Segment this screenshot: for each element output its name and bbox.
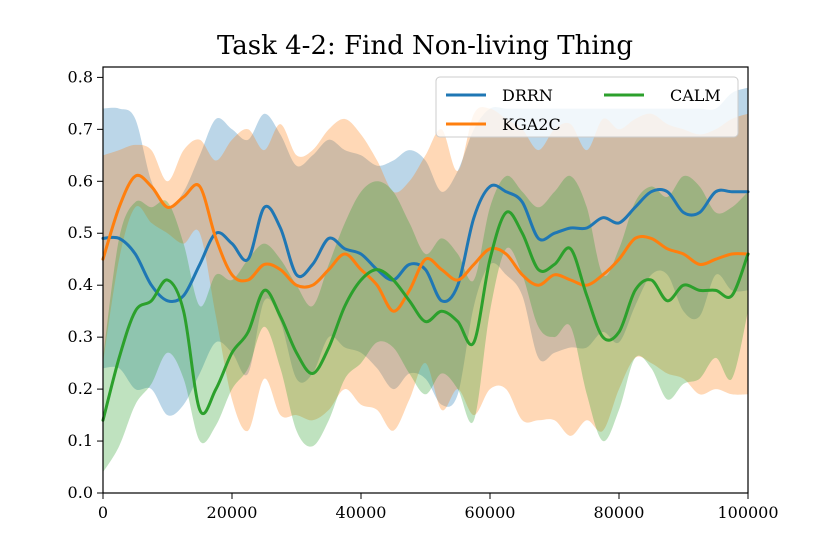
line-kga2c — [101, 173, 750, 313]
legend-label-kga2c: KGA2C — [502, 115, 561, 134]
chart-title: Task 4-2: Find Non-living Thing — [217, 31, 633, 61]
confidence-bands — [103, 87, 748, 473]
y-tick-label: 0.4 — [68, 275, 93, 294]
y-tick-label: 0.2 — [68, 379, 93, 398]
y-tick-label: 0.3 — [68, 327, 93, 346]
x-tick-label: 100000 — [717, 503, 778, 522]
x-tick-label: 80000 — [594, 503, 645, 522]
plot-frame — [102, 66, 749, 494]
x-tick-label: 60000 — [465, 503, 516, 522]
y-tick-label: 0.8 — [68, 67, 93, 86]
series-lines — [101, 173, 750, 422]
y-tick-label: 0.7 — [68, 119, 93, 138]
y-tick-label: 0.6 — [68, 171, 93, 190]
y-tick-label: 0.0 — [68, 483, 93, 502]
y-tick-label: 0.1 — [68, 431, 93, 450]
legend: DRRN KGA2C CALM — [435, 76, 739, 138]
band-calm — [103, 175, 748, 473]
x-tick-label: 0 — [98, 503, 108, 522]
y-axis: 0.0 0.1 0.2 0.3 0.4 0.5 0.6 0.7 0.8 — [68, 67, 103, 502]
band-drrn — [103, 87, 748, 416]
legend-box — [435, 76, 739, 138]
line-calm — [101, 210, 750, 422]
x-tick-label: 20000 — [207, 503, 258, 522]
x-tick-label: 40000 — [336, 503, 387, 522]
x-axis: 0 20000 40000 60000 80000 100000 — [98, 493, 779, 522]
legend-label-drrn: DRRN — [502, 86, 553, 105]
legend-label-calm: CALM — [670, 86, 721, 105]
line-drrn — [101, 183, 750, 304]
y-tick-label: 0.5 — [68, 223, 93, 242]
